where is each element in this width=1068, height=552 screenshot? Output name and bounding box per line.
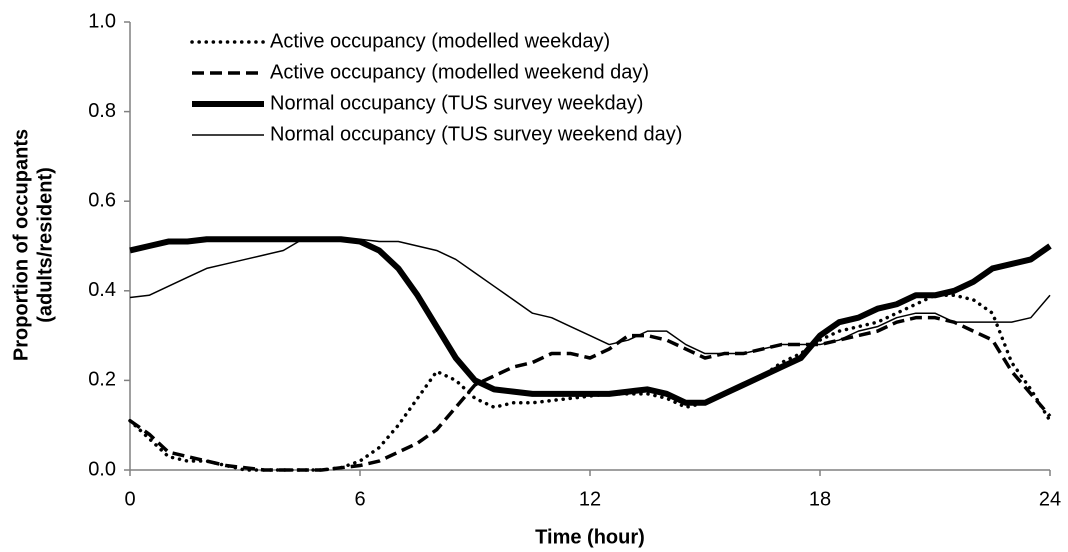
legend-label: Normal occupancy (TUS survey weekend day… bbox=[270, 123, 682, 145]
x-tick-label: 0 bbox=[124, 488, 135, 510]
legend-label: Normal occupancy (TUS survey weekday) bbox=[270, 92, 643, 114]
y-tick-label: 0.4 bbox=[88, 279, 116, 301]
series-line bbox=[129, 236, 1052, 406]
y-tick-label: 0.8 bbox=[88, 100, 116, 122]
legend-label: Active occupancy (modelled weekday) bbox=[270, 30, 610, 52]
y-tick-label: 0.2 bbox=[88, 369, 116, 391]
legend-label: Active occupancy (modelled weekend day) bbox=[270, 61, 649, 83]
x-tick-label: 18 bbox=[809, 488, 831, 510]
series-line bbox=[128, 315, 1052, 472]
x-tick-label: 24 bbox=[1039, 488, 1061, 510]
y-tick-label: 0.0 bbox=[88, 458, 116, 480]
series-line bbox=[129, 238, 1051, 355]
y-axis-title: Proportion of occupants bbox=[10, 129, 32, 361]
y-tick-label: 1.0 bbox=[88, 10, 116, 32]
x-axis-title: Time (hour) bbox=[535, 526, 645, 548]
x-tick-label: 12 bbox=[579, 488, 601, 510]
series-line bbox=[128, 293, 1052, 472]
y-axis-title: (adults/resident) bbox=[34, 167, 56, 323]
x-tick-label: 6 bbox=[354, 488, 365, 510]
y-tick-label: 0.6 bbox=[88, 189, 116, 211]
